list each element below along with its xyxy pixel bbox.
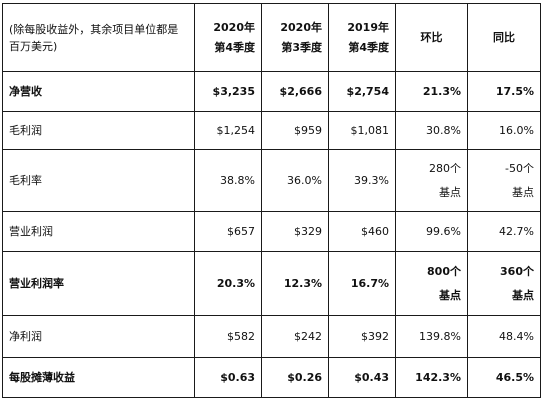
table-row-operating-margin: 营业利润率 20.3% 12.3% 16.7% 800个 基点 360个 基点 [2,251,541,316]
cell-value-line1: 360个 [500,264,534,278]
cell-yoy: -50个 基点 [467,149,541,212]
cell-value-line1: -50个 [505,161,534,175]
table-row-operating-income: 营业利润 $657 $329 $460 99.6% 42.7% [2,211,541,252]
row-label: 净利润 [2,315,195,358]
cell-q4-2020: $0.63 [194,357,262,398]
cell-q4-2019: 39.3% [328,149,396,212]
column-header-line1: 2020年 [280,20,322,34]
cell-q4-2020: 38.8% [194,149,262,212]
cell-q4-2020: $582 [194,315,262,358]
column-header-line1: 2019年 [347,20,389,34]
column-header-line2: 第4季度 [214,40,255,54]
table-header-row: (除每股收益外，其余项目单位都是 百万美元) 2020年 第4季度 2020年 … [2,3,541,72]
cell-q4-2019: $460 [328,211,396,252]
cell-q3-2020: $329 [261,211,329,252]
units-note-line2: 百万美元) [9,39,58,53]
cell-q3-2020: $959 [261,111,329,150]
cell-q4-2019: 16.7% [328,251,396,316]
cell-qoq: 30.8% [395,111,468,150]
column-header-line2: 第4季度 [348,40,389,54]
row-label: 毛利润 [2,111,195,150]
table-row-net-income: 净利润 $582 $242 $392 139.8% 48.4% [2,315,541,358]
column-header-line2: 第3季度 [281,40,322,54]
column-header-q4-2019: 2019年 第4季度 [328,3,396,72]
table-row-diluted-eps: 每股摊薄收益 $0.63 $0.26 $0.43 142.3% 46.5% [2,357,541,398]
cell-yoy: 42.7% [467,211,541,252]
row-label: 毛利率 [2,149,195,212]
row-label: 营业利润率 [2,251,195,316]
cell-value-line1: 800个 [427,264,461,278]
cell-qoq: 142.3% [395,357,468,398]
column-header-q3-2020: 2020年 第3季度 [261,3,329,72]
row-label: 净营收 [2,71,195,112]
cell-q4-2020: $3,235 [194,71,262,112]
column-header-yoy: 同比 [467,3,541,72]
cell-value-line1: 280个 [429,161,461,175]
cell-q4-2019: $2,754 [328,71,396,112]
table-row-gross-margin: 毛利率 38.8% 36.0% 39.3% 280个 基点 -50个 基点 [2,149,541,212]
cell-q4-2020: $657 [194,211,262,252]
cell-q4-2019: $0.43 [328,357,396,398]
cell-q4-2019: $1,081 [328,111,396,150]
column-header-line1: 2020年 [213,20,255,34]
cell-value-line2: 基点 [439,288,461,302]
column-header-q4-2020: 2020年 第4季度 [194,3,262,72]
cell-qoq: 800个 基点 [395,251,468,316]
cell-value-line2: 基点 [439,185,461,199]
cell-qoq: 99.6% [395,211,468,252]
cell-q3-2020: 36.0% [261,149,329,212]
column-header-qoq: 环比 [395,3,468,72]
financial-results-table: (除每股收益外，其余项目单位都是 百万美元) 2020年 第4季度 2020年 … [2,3,541,398]
cell-yoy: 360个 基点 [467,251,541,316]
cell-yoy: 17.5% [467,71,541,112]
units-note-line1: (除每股收益外，其余项目单位都是 [9,22,179,36]
table-row-gross-profit: 毛利润 $1,254 $959 $1,081 30.8% 16.0% [2,111,541,150]
cell-qoq: 280个 基点 [395,149,468,212]
cell-q4-2019: $392 [328,315,396,358]
row-label: 每股摊薄收益 [2,357,195,398]
table-row-net-revenue: 净营收 $3,235 $2,666 $2,754 21.3% 17.5% [2,71,541,112]
cell-q3-2020: 12.3% [261,251,329,316]
cell-yoy: 16.0% [467,111,541,150]
cell-value-line2: 基点 [512,288,534,302]
units-note-cell: (除每股收益外，其余项目单位都是 百万美元) [2,3,195,72]
cell-q4-2020: 20.3% [194,251,262,316]
cell-yoy: 46.5% [467,357,541,398]
row-label: 营业利润 [2,211,195,252]
cell-q3-2020: $0.26 [261,357,329,398]
cell-q3-2020: $242 [261,315,329,358]
cell-q4-2020: $1,254 [194,111,262,150]
cell-qoq: 139.8% [395,315,468,358]
cell-q3-2020: $2,666 [261,71,329,112]
cell-yoy: 48.4% [467,315,541,358]
cell-qoq: 21.3% [395,71,468,112]
cell-value-line2: 基点 [512,185,534,199]
